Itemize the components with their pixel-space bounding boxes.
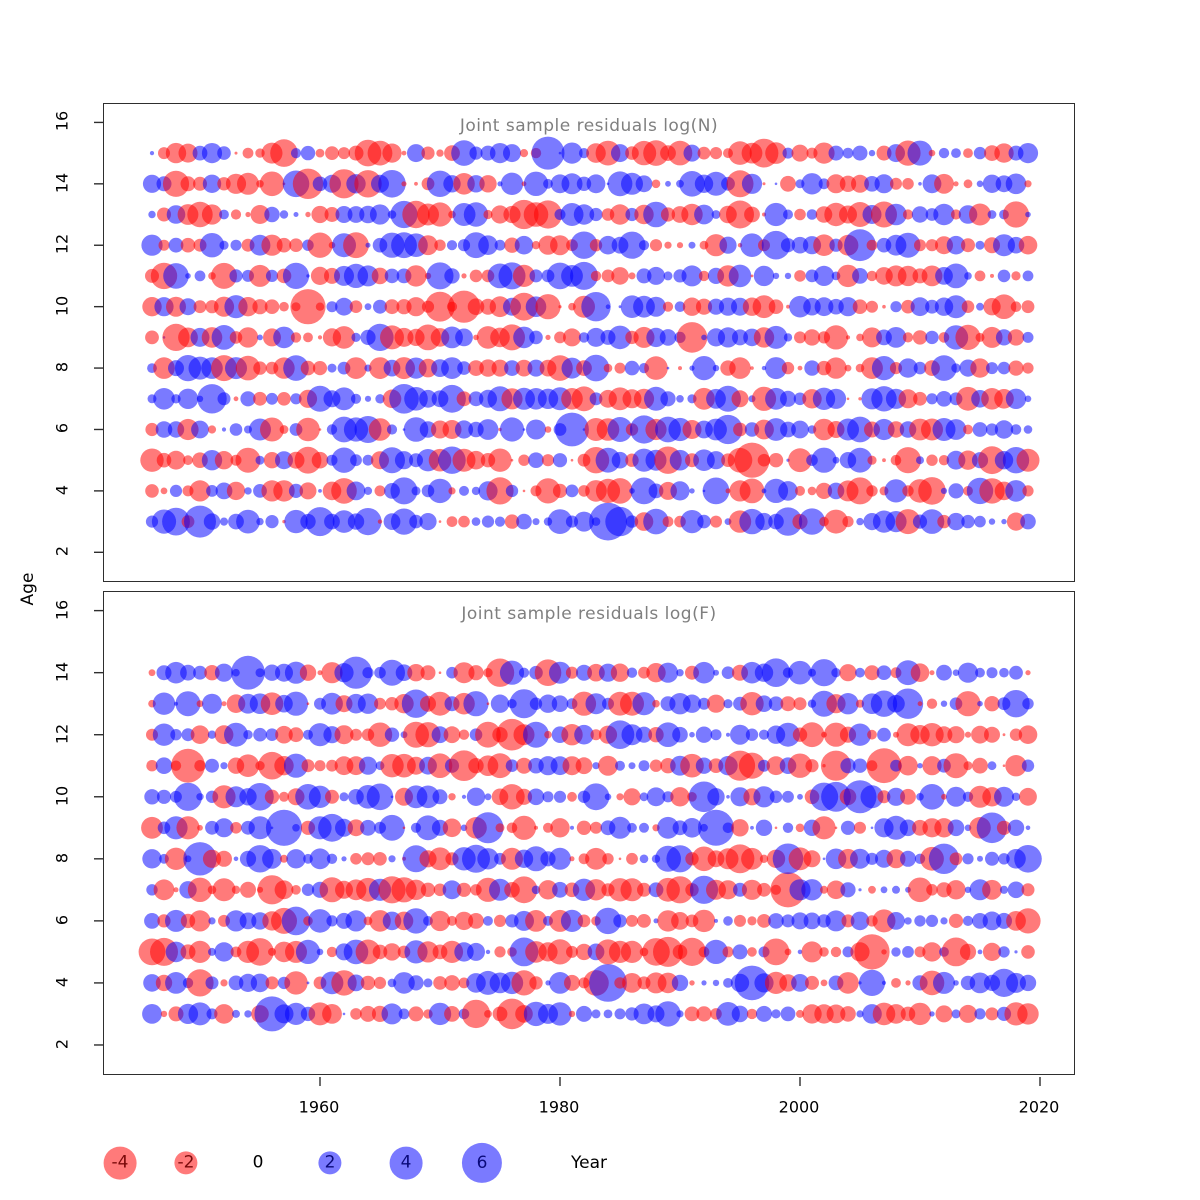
x-tick-label: 2020	[1018, 1097, 1060, 1117]
bubbles-layer	[138, 655, 1042, 1032]
y-tick-label: 6	[52, 914, 72, 925]
legend-item: 6	[461, 1142, 503, 1184]
legend-value-label: 4	[400, 1152, 412, 1173]
y-tick-label: 16	[52, 599, 72, 620]
y-tick-label: 12	[52, 234, 72, 255]
y-tick-label: 6	[52, 423, 72, 434]
y-tick-label: 14	[52, 172, 72, 194]
bubble-plot-log-n	[94, 121, 1040, 553]
y-tick-label: 4	[52, 484, 72, 495]
legend-item: 2	[318, 1151, 342, 1175]
legend-value-label: 0	[252, 1152, 264, 1173]
legend-value-label: -4	[111, 1152, 129, 1173]
panel-title-log-f: Joint sample residuals log(F)	[461, 604, 717, 624]
x-tick-label: 2000	[778, 1097, 820, 1117]
legend-bubble-negative: -2	[174, 1151, 198, 1175]
legend-value-label: 2	[324, 1152, 336, 1173]
legend-bubble-positive: 6	[461, 1142, 503, 1184]
y-tick-label: 10	[52, 295, 72, 316]
legend-item: -4	[103, 1146, 137, 1180]
y-axis-title: Age	[18, 572, 38, 606]
x-tick-label: 1960	[298, 1097, 340, 1117]
y-tick-label: 2	[52, 546, 72, 557]
legend-bubble-positive: 4	[389, 1146, 423, 1180]
legend-bubble-positive: 2	[318, 1151, 342, 1175]
bubble-plot-log-f	[94, 609, 1042, 1086]
y-tick-label: 2	[52, 1038, 72, 1050]
y-tick-label: 10	[52, 785, 72, 806]
legend-item: 4	[389, 1146, 423, 1180]
panel-title-log-n: Joint sample residuals log(N)	[459, 116, 719, 136]
y-tick-label: 4	[52, 976, 72, 988]
y-tick-label: 8	[52, 361, 72, 373]
legend-bubble-negative: -4	[103, 1146, 137, 1180]
legend-item: -2	[174, 1151, 198, 1175]
x-tick-label: 1980	[538, 1097, 580, 1117]
panel-log-n: Joint sample residuals log(N)	[94, 103, 1075, 582]
legend-value-label: -2	[177, 1152, 195, 1173]
y-tick-label: 16	[52, 111, 72, 132]
x-axis-title: Year	[571, 1153, 607, 1173]
legend-bubble-zero: 0	[252, 1152, 264, 1173]
bubbles-layer	[140, 136, 1040, 541]
legend-item: 0	[252, 1152, 264, 1173]
legend-value-label: 6	[476, 1152, 488, 1173]
y-tick-label: 8	[52, 852, 72, 863]
panel-log-f: Joint sample residuals log(F)	[94, 591, 1075, 1086]
y-tick-label: 12	[52, 723, 72, 744]
y-tick-label: 14	[52, 661, 72, 682]
